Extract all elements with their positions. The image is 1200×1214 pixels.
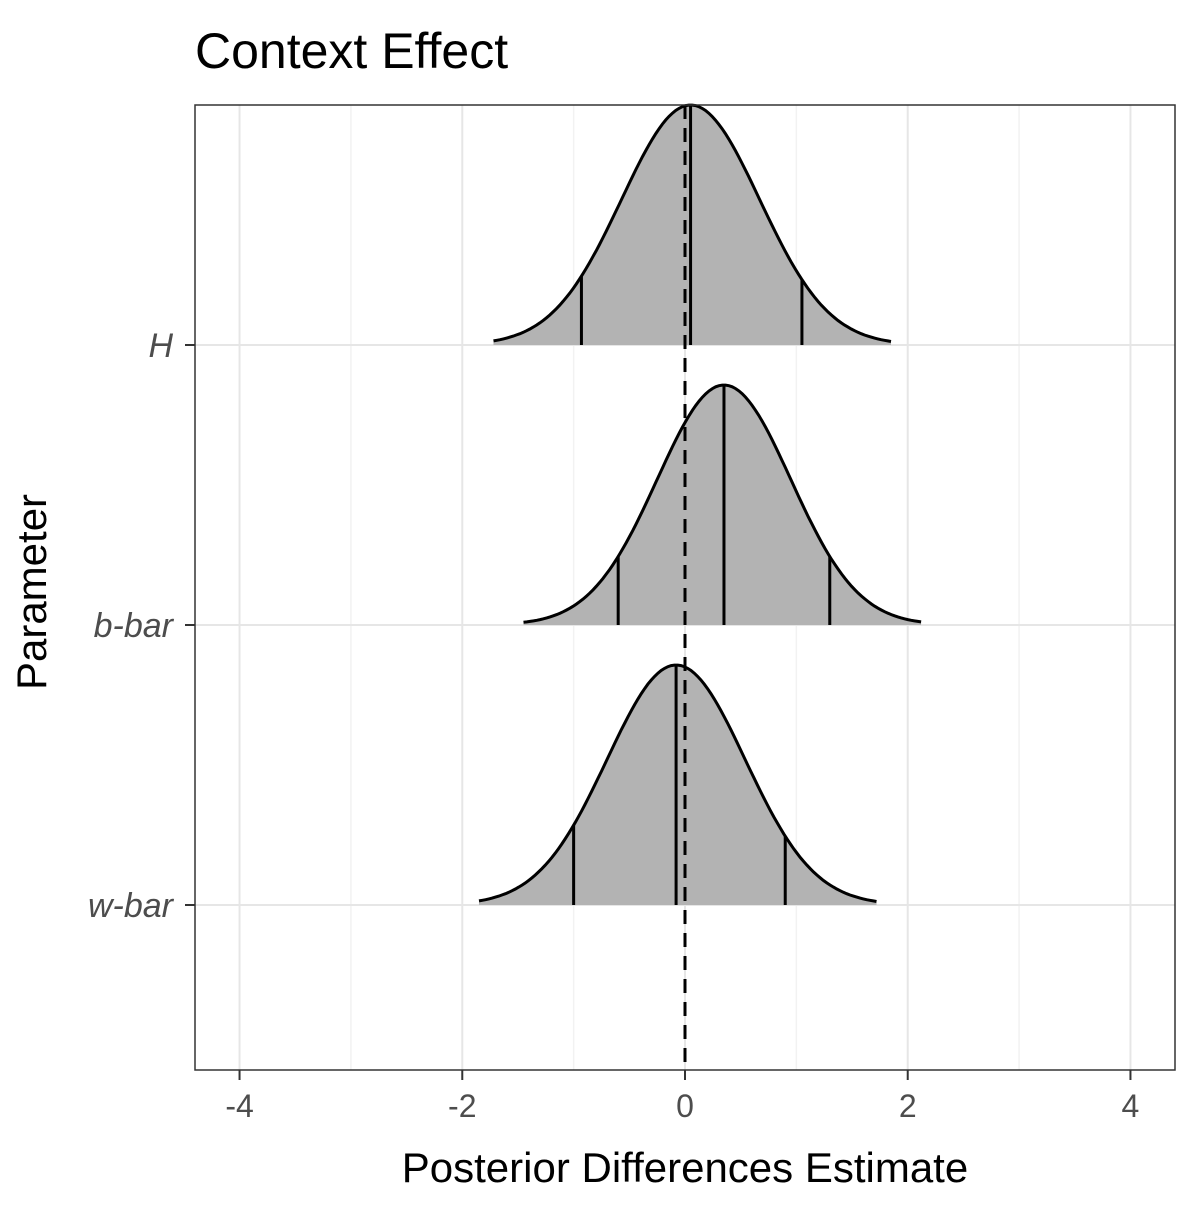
y-tick-label: H [148,327,173,365]
density-ridges [478,103,922,905]
ridge-H [493,103,892,345]
y-axis-title: Parameter [8,494,55,690]
x-tick-label: 2 [899,1088,917,1124]
x-tick-label: -2 [448,1088,476,1124]
ridge-fill [478,665,877,905]
x-tick-label: 4 [1122,1088,1140,1124]
chart-title: Context Effect [195,23,508,79]
ridge-fill [493,105,892,345]
x-tick-label: -4 [225,1088,253,1124]
x-tick-label: 0 [676,1088,694,1124]
ridge-outline [478,663,877,903]
y-tick-label: w-bar [88,887,175,925]
y-axis: Hb-bar w-bar [88,327,195,925]
ridge-w-bar [478,663,877,905]
ridge-b-bar [523,383,922,625]
ridge-fill [523,385,922,625]
x-axis: -4 -2 0 2 4 [225,1070,1139,1124]
x-axis-title: Posterior Differences Estimate [402,1144,968,1191]
y-tick-label: b-bar [94,607,175,645]
ridge-outline [523,383,922,624]
